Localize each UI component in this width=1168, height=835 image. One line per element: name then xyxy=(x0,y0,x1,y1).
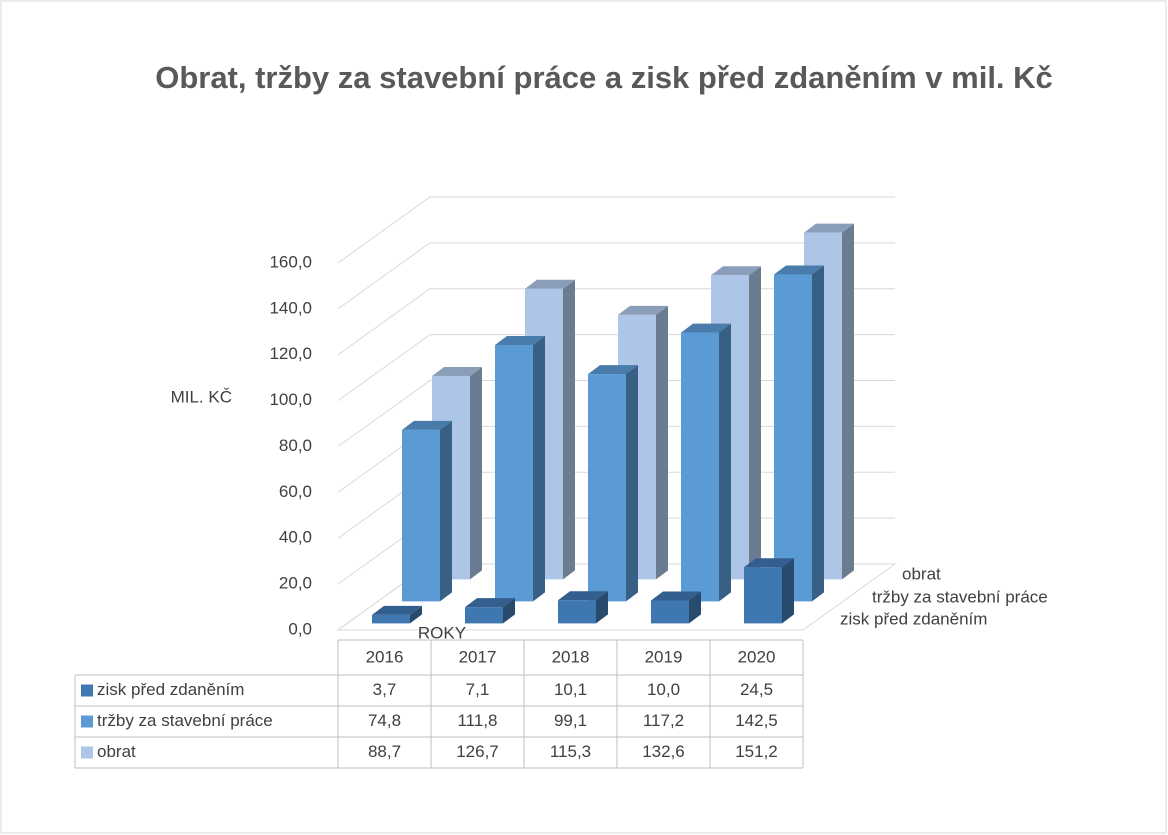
table-value: 74,8 xyxy=(368,711,401,730)
bar-top xyxy=(372,605,422,615)
table-value: 142,5 xyxy=(735,711,778,730)
x-tick-label: 2017 xyxy=(459,647,497,666)
bar-top xyxy=(525,279,575,289)
x-tick-label: 2019 xyxy=(645,647,683,666)
bar xyxy=(588,374,626,602)
y-axis-title: MIL. KČ xyxy=(171,387,232,406)
bar-top xyxy=(744,558,794,568)
y-tick-label: 80,0 xyxy=(279,436,312,455)
table-value: 111,8 xyxy=(457,711,497,730)
bar xyxy=(558,600,596,624)
legend-swatch xyxy=(81,715,93,728)
bar-top xyxy=(495,335,545,345)
bar-top xyxy=(465,598,515,608)
bar-side xyxy=(842,223,854,580)
legend-swatch xyxy=(81,746,93,759)
y-tick-label: 120,0 xyxy=(269,344,312,363)
y-tick-label: 140,0 xyxy=(269,298,312,317)
bar xyxy=(744,567,782,624)
bar xyxy=(372,614,410,624)
y-tick-label: 40,0 xyxy=(279,528,312,547)
bar-side xyxy=(440,420,452,602)
bar-side xyxy=(719,323,731,602)
table-value: 10,1 xyxy=(554,680,587,699)
legend-label: zisk před zdaněním xyxy=(97,680,244,699)
chart-title: Obrat, tržby za stavební práce a zisk př… xyxy=(155,60,1053,95)
bar-top xyxy=(618,305,668,315)
bar-top xyxy=(588,365,638,375)
table-value: 126,7 xyxy=(456,742,499,761)
table-value: 117,2 xyxy=(643,711,684,730)
y-tick-label: 100,0 xyxy=(269,390,312,409)
bar-side xyxy=(749,266,761,580)
table-value: 7,1 xyxy=(466,680,490,699)
bar-top xyxy=(558,591,608,601)
table-value: 99,1 xyxy=(554,711,587,730)
bar-top xyxy=(681,323,731,333)
bar-side xyxy=(410,605,422,624)
bar xyxy=(402,429,440,602)
bar xyxy=(681,332,719,602)
bar xyxy=(465,607,503,624)
bar-side xyxy=(656,305,668,580)
bar-top xyxy=(711,266,761,276)
bar xyxy=(651,600,689,624)
grid-line xyxy=(337,242,895,310)
grid-line xyxy=(337,196,895,264)
bar-top xyxy=(651,591,701,601)
legend-label: obrat xyxy=(97,742,136,761)
y-tick-label: 0,0 xyxy=(288,619,312,638)
x-tick-label: 2016 xyxy=(366,647,404,666)
x-axis-title: ROKY xyxy=(418,623,466,642)
bar xyxy=(495,344,533,602)
bar-side xyxy=(470,366,482,580)
table-value: 115,3 xyxy=(550,742,591,761)
bar-side xyxy=(626,365,638,602)
bar-side xyxy=(563,279,575,580)
bar-top xyxy=(432,366,482,376)
table-value: 3,7 xyxy=(373,680,397,699)
x-tick-label: 2020 xyxy=(738,647,776,666)
y-tick-label: 60,0 xyxy=(279,482,312,501)
bar-side xyxy=(812,265,824,602)
bar-top xyxy=(804,223,854,233)
bar-top xyxy=(402,420,452,430)
bar-side xyxy=(782,558,794,624)
bar-top xyxy=(774,265,824,275)
y-tick-label: 20,0 xyxy=(279,574,312,593)
depth-label: tržby za stavební práce xyxy=(872,587,1048,606)
bar xyxy=(774,274,812,602)
depth-label: zisk před zdaněním xyxy=(840,609,987,628)
table-value: 151,2 xyxy=(735,742,778,761)
table-value: 24,5 xyxy=(740,680,773,699)
table-value: 132,6 xyxy=(642,742,685,761)
legend-swatch xyxy=(81,684,93,697)
bar-side xyxy=(533,335,545,602)
depth-label: obrat xyxy=(902,564,941,583)
bar-side xyxy=(689,591,701,624)
bar-side xyxy=(596,591,608,624)
table-value: 10,0 xyxy=(647,680,680,699)
legend-label: tržby za stavební práce xyxy=(97,711,273,730)
x-tick-label: 2018 xyxy=(552,647,590,666)
table-value: 88,7 xyxy=(368,742,401,761)
y-tick-label: 160,0 xyxy=(269,252,312,271)
bar-side xyxy=(503,598,515,624)
